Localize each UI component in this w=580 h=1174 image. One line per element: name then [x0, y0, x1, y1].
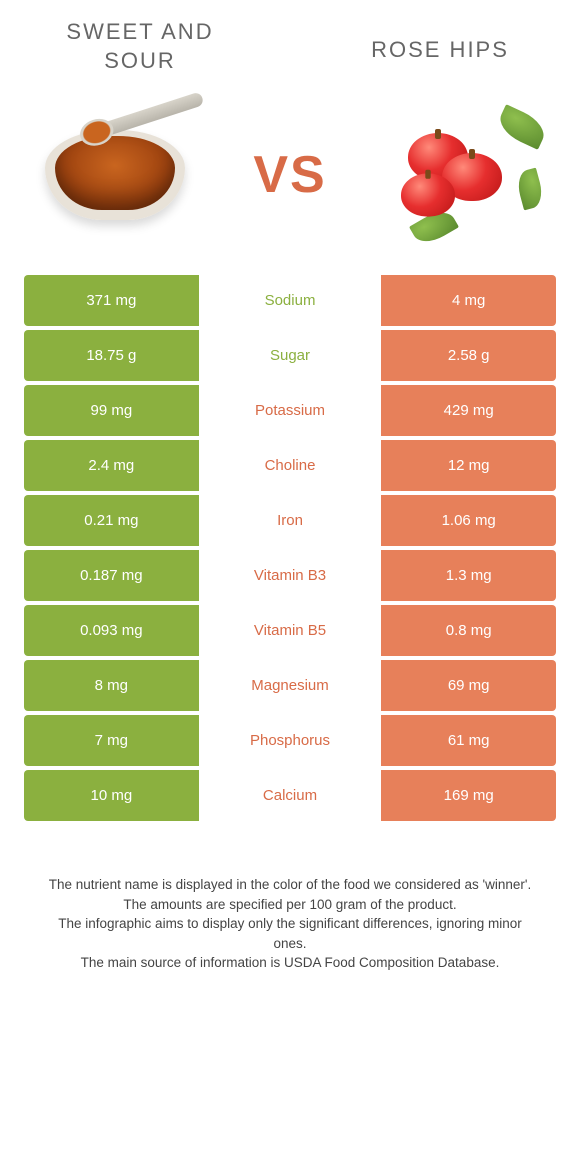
nutrient-label: Sodium	[203, 275, 378, 326]
nutrient-label: Potassium	[203, 385, 378, 436]
right-food-title: ROSE HIPS	[340, 36, 540, 65]
left-value: 0.187 mg	[24, 550, 199, 601]
right-value: 1.3 mg	[381, 550, 556, 601]
table-row: 10 mgCalcium169 mg	[24, 770, 556, 821]
right-value: 69 mg	[381, 660, 556, 711]
left-value: 7 mg	[24, 715, 199, 766]
table-row: 99 mgPotassium429 mg	[24, 385, 556, 436]
images-row: VS	[20, 85, 560, 275]
nutrient-label: Vitamin B5	[203, 605, 378, 656]
right-value: 12 mg	[381, 440, 556, 491]
sauce-bowl-icon	[45, 130, 185, 220]
left-value: 2.4 mg	[24, 440, 199, 491]
left-value: 8 mg	[24, 660, 199, 711]
right-value: 1.06 mg	[381, 495, 556, 546]
nutrient-label: Calcium	[203, 770, 378, 821]
right-food-image	[370, 95, 560, 255]
footnote-line: The amounts are specified per 100 gram o…	[48, 895, 532, 915]
nutrient-table: 371 mgSodium4 mg18.75 gSugar2.58 g99 mgP…	[20, 275, 560, 821]
table-row: 7 mgPhosphorus61 mg	[24, 715, 556, 766]
nutrient-label: Magnesium	[203, 660, 378, 711]
right-value: 0.8 mg	[381, 605, 556, 656]
footnotes: The nutrient name is displayed in the co…	[20, 825, 560, 973]
nutrient-label: Choline	[203, 440, 378, 491]
left-value: 0.21 mg	[24, 495, 199, 546]
left-value: 0.093 mg	[24, 605, 199, 656]
spoon-icon	[96, 92, 205, 139]
right-value: 2.58 g	[381, 330, 556, 381]
right-value: 169 mg	[381, 770, 556, 821]
footnote-line: The infographic aims to display only the…	[48, 914, 532, 953]
table-row: 2.4 mgCholine12 mg	[24, 440, 556, 491]
left-value: 18.75 g	[24, 330, 199, 381]
nutrient-label: Phosphorus	[203, 715, 378, 766]
footnote-line: The main source of information is USDA F…	[48, 953, 532, 973]
table-row: 0.21 mgIron1.06 mg	[24, 495, 556, 546]
table-row: 18.75 gSugar2.58 g	[24, 330, 556, 381]
left-value: 99 mg	[24, 385, 199, 436]
left-food-title: SWEET AND SOUR	[40, 18, 240, 75]
nutrient-label: Vitamin B3	[203, 550, 378, 601]
rosehips-icon	[380, 105, 550, 245]
left-value: 371 mg	[24, 275, 199, 326]
table-row: 0.187 mgVitamin B31.3 mg	[24, 550, 556, 601]
table-row: 0.093 mgVitamin B50.8 mg	[24, 605, 556, 656]
right-value: 61 mg	[381, 715, 556, 766]
table-row: 371 mgSodium4 mg	[24, 275, 556, 326]
right-value: 4 mg	[381, 275, 556, 326]
left-value: 10 mg	[24, 770, 199, 821]
vs-label: VS	[253, 145, 326, 205]
table-row: 8 mgMagnesium69 mg	[24, 660, 556, 711]
right-value: 429 mg	[381, 385, 556, 436]
footnote-line: The nutrient name is displayed in the co…	[48, 875, 532, 895]
header: SWEET AND SOUR ROSE HIPS	[20, 18, 560, 85]
nutrient-label: Sugar	[203, 330, 378, 381]
left-food-image	[20, 95, 210, 255]
nutrient-label: Iron	[203, 495, 378, 546]
